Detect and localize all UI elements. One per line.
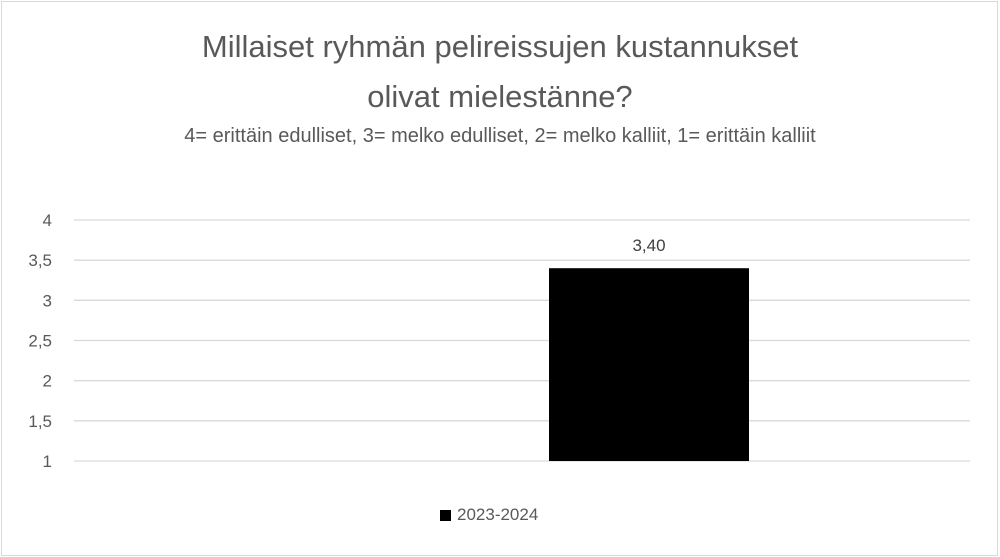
- bar: [549, 268, 749, 461]
- y-tick-label: 4: [43, 211, 52, 230]
- chart-title: Millaiset ryhmän pelireissujen kustannuk…: [0, 22, 1000, 122]
- y-tick-label: 2,5: [28, 332, 52, 351]
- legend: 2023-2024: [440, 505, 538, 525]
- y-tick-label: 1,5: [28, 412, 52, 431]
- y-tick-label: 3,5: [28, 251, 52, 270]
- data-label: 3,40: [632, 236, 665, 255]
- chart-subtitle: 4= erittäin edulliset, 3= melko edullise…: [184, 125, 816, 147]
- legend-swatch: [440, 509, 451, 521]
- legend-label: 2023-2024: [457, 505, 539, 524]
- y-tick-label: 1: [43, 452, 52, 471]
- y-tick-label: 2: [43, 372, 52, 391]
- chart-title-line-1: Millaiset ryhmän pelireissujen kustannuk…: [201, 29, 799, 64]
- y-tick-label: 3: [43, 291, 52, 310]
- chart-title-line-2: olivat mielestänne?: [367, 79, 633, 114]
